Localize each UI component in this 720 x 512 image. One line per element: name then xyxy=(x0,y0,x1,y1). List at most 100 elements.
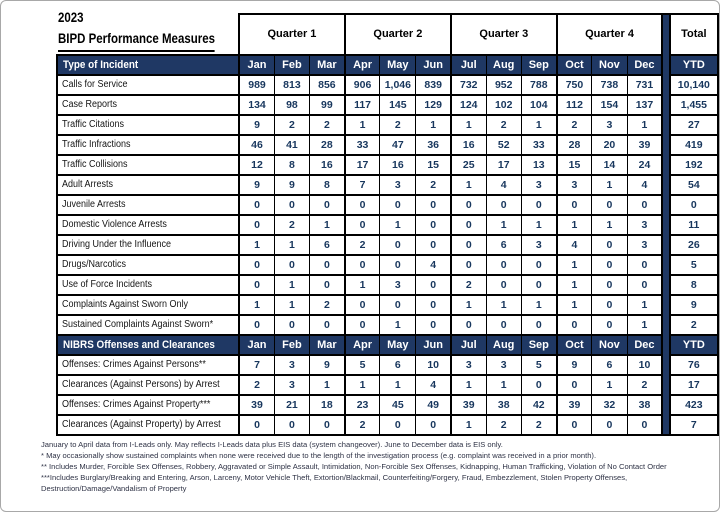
value-cell: 0 xyxy=(485,314,522,336)
value-cell: 1 xyxy=(450,174,487,196)
value-cell: 3 xyxy=(520,174,558,196)
value-cell: 6 xyxy=(485,234,522,256)
table-row: Traffic Collisions 12 8 16 17 16 15 25 17 13 15 14 2… xyxy=(55,154,719,176)
row-label: Adult Arrests xyxy=(55,174,240,196)
value-cell: 17 xyxy=(485,154,522,176)
value-cell: 1 xyxy=(273,294,311,316)
value-cell: 0 xyxy=(379,414,417,436)
value-cell: 1 xyxy=(555,274,593,296)
value-cell: 0 xyxy=(450,234,487,256)
value-cell: 32 xyxy=(591,394,628,416)
value-cell: 1 xyxy=(450,374,487,396)
value-cell: 13 xyxy=(520,154,558,176)
value-cell: 0 xyxy=(591,234,628,256)
value-cell: 3 xyxy=(450,354,487,376)
value-cell: 0 xyxy=(450,314,487,336)
value-cell: 1 xyxy=(379,314,417,336)
month-header: May xyxy=(379,334,417,356)
value-cell: 1 xyxy=(555,254,593,276)
value-cell: 134 xyxy=(238,94,275,116)
row-label-text: Offenses: Crimes Against Property*** xyxy=(62,399,211,410)
section-header-label: Type of Incident xyxy=(55,54,240,76)
ytd-cell: 10,140 xyxy=(668,74,719,96)
value-cell: 1 xyxy=(379,214,417,236)
value-cell: 8 xyxy=(309,174,346,196)
value-cell: 0 xyxy=(238,214,275,236)
value-cell: 0 xyxy=(555,194,593,216)
month-header: Dec xyxy=(626,334,663,356)
value-cell: 0 xyxy=(485,274,522,296)
row-label-text: Drugs/Narcotics xyxy=(62,259,127,270)
value-cell: 788 xyxy=(520,74,558,96)
value-cell: 906 xyxy=(343,74,381,96)
value-cell: 1 xyxy=(415,114,452,136)
month-header: Nov xyxy=(591,334,628,356)
value-cell: 39 xyxy=(238,394,275,416)
column-divider xyxy=(661,375,671,395)
month-header: Feb xyxy=(273,334,311,356)
value-cell: 18 xyxy=(309,394,346,416)
value-cell: 21 xyxy=(273,394,311,416)
ytd-cell: 0 xyxy=(668,194,719,216)
value-cell: 4 xyxy=(555,234,593,256)
value-cell: 3 xyxy=(273,374,311,396)
value-cell: 5 xyxy=(520,354,558,376)
value-cell: 6 xyxy=(591,354,628,376)
value-cell: 0 xyxy=(555,414,593,436)
value-cell: 0 xyxy=(485,254,522,276)
row-label-text: Calls for Service xyxy=(62,79,128,90)
value-cell: 10 xyxy=(626,354,663,376)
value-cell: 1 xyxy=(238,234,275,256)
value-cell: 23 xyxy=(343,394,381,416)
value-cell: 99 xyxy=(309,94,346,116)
value-cell: 3 xyxy=(591,114,628,136)
value-cell: 154 xyxy=(591,94,628,116)
value-cell: 0 xyxy=(309,194,346,216)
value-cell: 16 xyxy=(379,154,417,176)
row-label: Traffic Collisions xyxy=(55,154,240,176)
column-divider xyxy=(661,155,671,175)
table-row: Complaints Against Sworn Only 1 1 2 0 0 0 1 1 1 1 0… xyxy=(55,294,719,316)
row-label: Traffic Infractions xyxy=(55,134,240,156)
value-cell: 0 xyxy=(309,254,346,276)
value-cell: 0 xyxy=(626,274,663,296)
value-cell: 1 xyxy=(555,294,593,316)
value-cell: 0 xyxy=(591,294,628,316)
quarter-header-2: Quarter 2 xyxy=(343,13,453,56)
table-row: Offenses: Crimes Against Persons** 7 3 9 5 6 1… xyxy=(55,354,719,376)
value-cell: 0 xyxy=(415,234,452,256)
row-label: Complaints Against Sworn Only xyxy=(55,294,240,316)
value-cell: 2 xyxy=(485,414,522,436)
value-cell: 1 xyxy=(626,314,663,336)
value-cell: 0 xyxy=(415,274,452,296)
value-cell: 6 xyxy=(379,354,417,376)
value-cell: 750 xyxy=(555,74,593,96)
value-cell: 42 xyxy=(520,394,558,416)
value-cell: 2 xyxy=(450,274,487,296)
value-cell: 9 xyxy=(238,174,275,196)
value-cell: 1 xyxy=(343,274,381,296)
footnote-line: * May occasionally show sustained compla… xyxy=(41,451,597,460)
value-cell: 33 xyxy=(520,134,558,156)
value-cell: 1 xyxy=(273,274,311,296)
value-cell: 0 xyxy=(238,194,275,216)
row-label: Traffic Citations xyxy=(55,114,240,136)
value-cell: 0 xyxy=(309,414,346,436)
value-cell: 8 xyxy=(273,154,311,176)
section-header-label-text: NIBRS Offenses and Clearances xyxy=(63,338,215,351)
value-cell: 33 xyxy=(343,134,381,156)
row-label: Offenses: Crimes Against Property*** xyxy=(55,394,240,416)
value-cell: 0 xyxy=(379,294,417,316)
table-row: Traffic Citations 9 2 2 1 2 1 1 2 1 2 3 1 27 xyxy=(55,114,719,136)
value-cell: 0 xyxy=(343,314,381,336)
value-cell: 145 xyxy=(379,94,417,116)
month-header: Oct xyxy=(555,54,593,76)
quarter-header-row: Quarter 1 Quarter 2 Quarter 3 Quarter 4 Tota… xyxy=(57,13,719,56)
value-cell: 0 xyxy=(555,314,593,336)
row-label-text: Domestic Violence Arrests xyxy=(62,219,167,230)
footnote-line: January to April data from I-Leads only.… xyxy=(41,440,503,449)
report-year: 2023 xyxy=(58,9,84,25)
value-cell: 856 xyxy=(309,74,346,96)
row-label: Sustained Complaints Against Sworn* xyxy=(55,314,240,336)
